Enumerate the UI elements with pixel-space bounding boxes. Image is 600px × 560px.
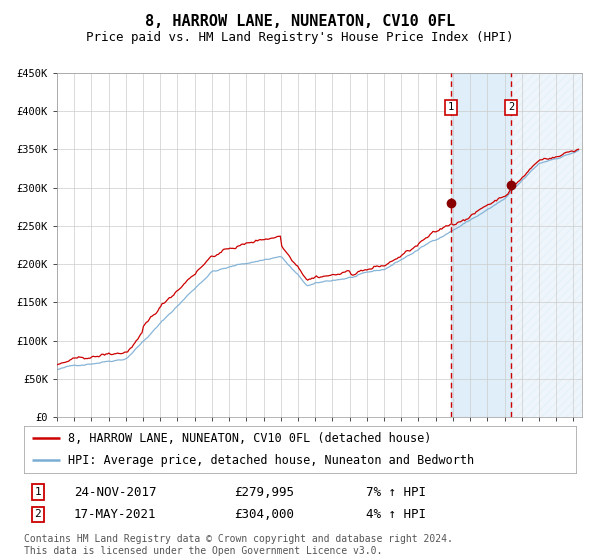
Bar bbox=[451, 73, 511, 417]
Text: 24-NOV-2017: 24-NOV-2017 bbox=[74, 486, 156, 498]
Text: 2: 2 bbox=[508, 102, 514, 112]
Text: 7% ↑ HPI: 7% ↑ HPI bbox=[366, 486, 426, 498]
Text: £279,995: £279,995 bbox=[234, 486, 294, 498]
Text: Price paid vs. HM Land Registry's House Price Index (HPI): Price paid vs. HM Land Registry's House … bbox=[86, 31, 514, 44]
Text: 1: 1 bbox=[34, 487, 41, 497]
Bar bbox=[511, 73, 582, 417]
Text: 2: 2 bbox=[34, 510, 41, 520]
Text: £304,000: £304,000 bbox=[234, 508, 294, 521]
Text: 17-MAY-2021: 17-MAY-2021 bbox=[74, 508, 156, 521]
Text: 1: 1 bbox=[448, 102, 454, 112]
Text: 8, HARROW LANE, NUNEATON, CV10 0FL (detached house): 8, HARROW LANE, NUNEATON, CV10 0FL (deta… bbox=[68, 432, 431, 445]
Text: HPI: Average price, detached house, Nuneaton and Bedworth: HPI: Average price, detached house, Nune… bbox=[68, 454, 474, 467]
Text: 8, HARROW LANE, NUNEATON, CV10 0FL: 8, HARROW LANE, NUNEATON, CV10 0FL bbox=[145, 14, 455, 29]
Text: 4% ↑ HPI: 4% ↑ HPI bbox=[366, 508, 426, 521]
Text: Contains HM Land Registry data © Crown copyright and database right 2024.
This d: Contains HM Land Registry data © Crown c… bbox=[24, 534, 453, 556]
